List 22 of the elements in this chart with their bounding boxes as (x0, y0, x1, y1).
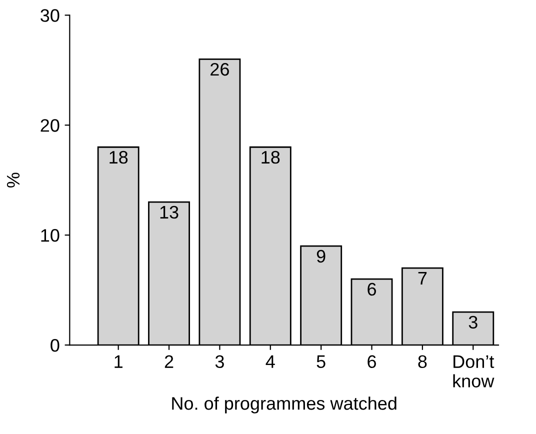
y-tick-label: 10 (41, 229, 60, 242)
x-tick-label: 2 (164, 355, 174, 368)
data-label: 13 (160, 206, 178, 219)
data-label: 3 (468, 316, 478, 329)
data-label: 9 (316, 250, 326, 263)
x-axis-title: No. of programmes watched (172, 396, 396, 414)
data-label: 7 (418, 272, 427, 284)
data-label: 18 (110, 150, 128, 164)
y-axis-title: % (6, 172, 20, 188)
x-tick-label: 4 (266, 355, 275, 368)
data-label: 6 (368, 282, 376, 296)
data-label: 26 (210, 62, 229, 76)
x-tick-label: Don’t know (453, 355, 494, 388)
x-tick-label: 5 (316, 355, 326, 368)
y-tick-label: 0 (50, 338, 60, 352)
x-tick-label: 3 (215, 355, 224, 368)
data-label: 18 (262, 150, 280, 164)
x-tick-label: 8 (418, 355, 427, 368)
x-tick-label: 6 (368, 355, 376, 368)
y-tick-label: 20 (40, 119, 60, 132)
y-tick-label: 30 (40, 9, 60, 22)
x-tick-label: 1 (114, 355, 122, 368)
